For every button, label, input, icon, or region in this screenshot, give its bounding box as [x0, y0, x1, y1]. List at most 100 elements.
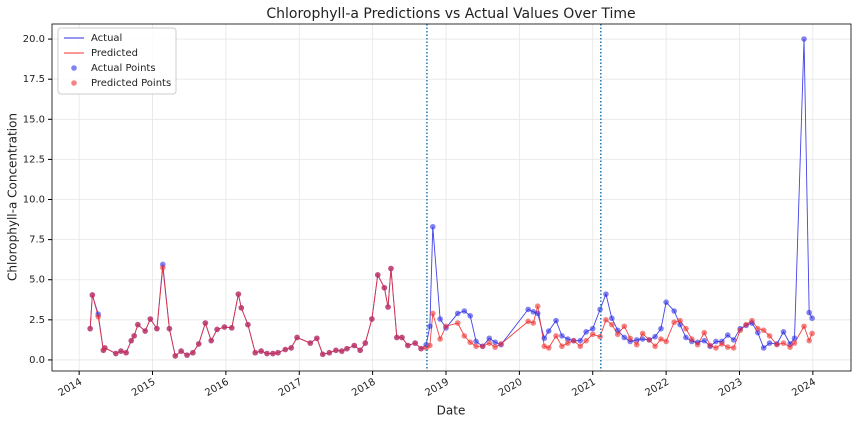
- data-point: [564, 340, 571, 346]
- data-point: [264, 350, 270, 357]
- data-point: [235, 291, 242, 297]
- data-point: [184, 352, 190, 358]
- data-point: [766, 333, 773, 339]
- data-point: [658, 325, 664, 332]
- data-point: [154, 325, 160, 332]
- data-point: [755, 329, 761, 336]
- legend-swatch: [71, 65, 77, 71]
- data-point: [663, 299, 669, 305]
- y-tick-label: 12.5: [23, 154, 45, 165]
- data-point: [333, 347, 339, 354]
- x-tick-label: 2014: [57, 377, 85, 399]
- data-point: [473, 343, 479, 350]
- y-tick-label: 0.0: [29, 355, 45, 366]
- data-point: [787, 344, 793, 350]
- data-point: [724, 344, 731, 350]
- data-point: [135, 321, 141, 328]
- legend-swatch: [71, 80, 77, 86]
- data-point: [479, 343, 486, 350]
- data-point: [671, 308, 677, 314]
- data-point: [87, 325, 93, 332]
- data-point: [492, 339, 498, 346]
- data-point: [766, 340, 773, 346]
- data-point: [701, 329, 708, 336]
- data-point: [178, 348, 184, 354]
- data-point: [102, 345, 108, 351]
- data-point: [806, 337, 812, 344]
- x-tick-label: 2021: [570, 377, 598, 399]
- y-tick-label: 5.0: [29, 275, 45, 286]
- data-point: [730, 345, 737, 351]
- data-point: [553, 333, 559, 339]
- data-point: [275, 349, 281, 356]
- data-point: [388, 265, 394, 272]
- data-point: [258, 348, 264, 354]
- data-point: [128, 337, 135, 344]
- legend-label: Actual: [91, 33, 122, 44]
- data-point: [473, 338, 479, 345]
- data-point: [677, 317, 683, 324]
- data-point: [614, 327, 621, 334]
- data-point: [719, 341, 725, 347]
- data-point: [589, 331, 596, 338]
- data-point: [118, 348, 124, 354]
- data-point: [142, 328, 148, 334]
- data-point: [652, 333, 658, 340]
- data-point: [131, 333, 137, 339]
- data-point: [467, 339, 474, 346]
- series-line: [89, 39, 813, 357]
- data-point: [454, 320, 461, 326]
- data-point: [461, 308, 468, 314]
- legend-label: Actual Points: [91, 63, 156, 74]
- data-point: [583, 329, 589, 335]
- data-point: [534, 310, 541, 317]
- data-point: [245, 321, 251, 328]
- data-point: [202, 320, 209, 326]
- data-point: [147, 316, 154, 322]
- data-point: [760, 327, 767, 334]
- data-point: [724, 332, 731, 338]
- data-point: [671, 319, 677, 326]
- x-tick-label: 2022: [644, 377, 672, 399]
- data-point: [89, 292, 96, 298]
- data-point: [627, 335, 633, 342]
- data-point: [486, 340, 493, 346]
- y-tick-label: 20.0: [23, 34, 45, 45]
- data-point: [429, 223, 436, 230]
- data-point: [534, 303, 541, 309]
- data-point: [374, 272, 381, 278]
- data-point: [486, 335, 493, 342]
- data-point: [326, 349, 333, 356]
- data-point: [314, 335, 320, 342]
- data-point: [461, 333, 468, 339]
- data-point: [791, 340, 798, 346]
- data-point: [658, 336, 664, 342]
- data-point: [577, 337, 584, 344]
- data-point: [427, 323, 433, 330]
- legend-label: Predicted: [91, 48, 138, 59]
- data-point: [492, 344, 498, 350]
- y-tick-label: 7.5: [29, 235, 45, 246]
- data-point: [583, 337, 589, 344]
- data-point: [467, 313, 474, 319]
- chart-title: Chlorophyll-a Predictions vs Actual Valu…: [266, 6, 635, 22]
- data-point: [362, 340, 369, 346]
- data-point: [559, 333, 565, 339]
- data-point: [564, 336, 571, 342]
- data-point: [559, 343, 565, 350]
- data-point: [646, 337, 653, 343]
- x-tick-label: 2015: [130, 377, 158, 399]
- data-point: [427, 342, 433, 349]
- data-point: [589, 325, 596, 332]
- data-point: [498, 341, 504, 347]
- data-point: [238, 304, 245, 311]
- data-point: [677, 321, 683, 328]
- plot-frame: [51, 23, 852, 372]
- data-point: [385, 304, 391, 310]
- data-point: [541, 335, 548, 342]
- data-point: [603, 291, 609, 297]
- data-point: [639, 330, 646, 337]
- y-tick-label: 2.5: [29, 315, 45, 326]
- data-point: [123, 349, 129, 356]
- x-tick-label: 2023: [717, 377, 745, 399]
